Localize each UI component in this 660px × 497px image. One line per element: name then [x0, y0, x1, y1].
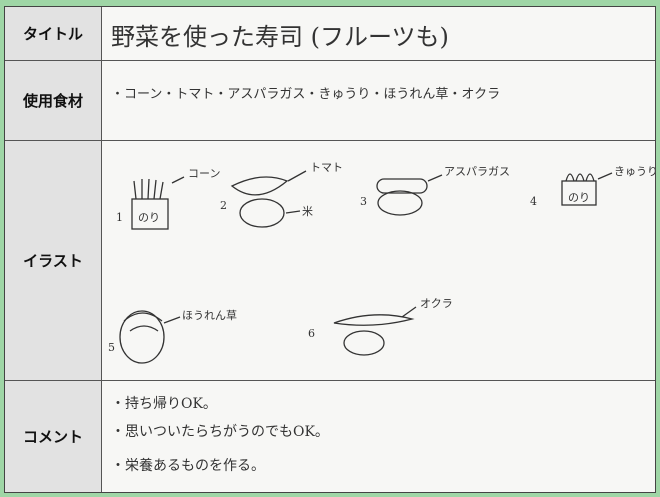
- sketch: [119, 170, 613, 364]
- row-label: タイトル: [5, 7, 102, 60]
- item-number: 3: [360, 195, 367, 208]
- ingredients-row: 使用食材 ・コーン・トマト・アスパラガス・きゅうり・ほうれん草・オクラ: [5, 61, 655, 141]
- item-label: 米: [302, 205, 313, 218]
- comment-line: ・持ち帰りOK。: [111, 396, 217, 412]
- item-number: 4: [530, 195, 537, 208]
- comment-line: ・思いついたらちがうのでもOK。: [111, 424, 329, 440]
- item-label: きゅうり: [614, 165, 655, 178]
- illustration: 1 コーン のり 2 トマト 米 3 アスパラガス 4 きゅうり のり 5 ほう…: [108, 161, 655, 364]
- illustration-row: イラスト: [5, 141, 655, 381]
- item-label: コーン: [188, 167, 220, 180]
- comment-line: ・栄養あるものを作る。: [111, 458, 265, 474]
- ingredients-text: ・コーン・トマト・アスパラガス・きゅうり・ほうれん草・オクラ: [111, 87, 501, 102]
- item-number: 2: [220, 199, 227, 212]
- title-row: タイトル 野菜を使った寿司 (フルーツも): [5, 7, 655, 61]
- item-number: 6: [308, 327, 315, 340]
- item-number: 1: [116, 211, 123, 224]
- item-label: ほうれん草: [182, 309, 237, 322]
- item-label: のり: [138, 211, 160, 224]
- item-label: のり: [568, 191, 590, 204]
- title-text: 野菜を使った寿司 (フルーツも): [111, 23, 449, 51]
- row-label: コメント: [5, 381, 102, 492]
- item-label: オクラ: [420, 297, 453, 310]
- item-label: トマト: [310, 161, 343, 174]
- row-label: 使用食材: [5, 61, 102, 140]
- form: タイトル 野菜を使った寿司 (フルーツも) 使用食材 ・コーン・トマト・アスパラ…: [4, 6, 656, 493]
- row-label: イラスト: [5, 141, 102, 380]
- comment-row: コメント ・持ち帰りOK。 ・思いついたらちがうのでもOK。 ・栄養あるものを作…: [5, 381, 655, 492]
- item-number: 5: [108, 341, 115, 354]
- item-label: アスパラガス: [444, 165, 510, 178]
